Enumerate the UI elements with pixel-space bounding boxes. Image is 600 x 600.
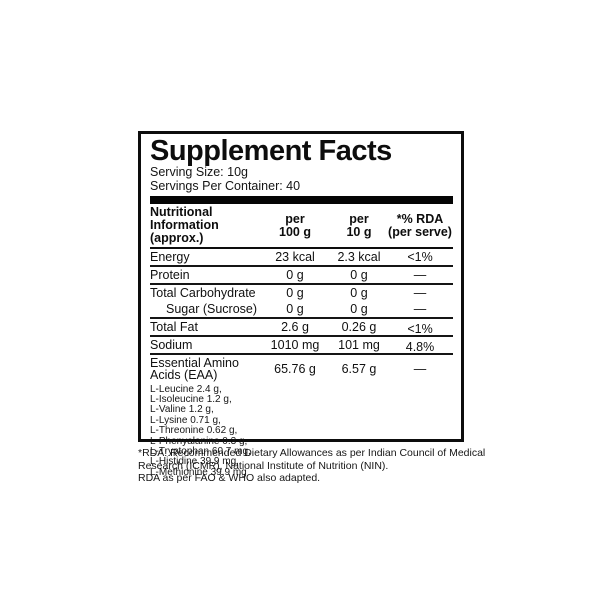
nutrient-name: Protein: [150, 267, 190, 282]
value-per-10g: 0 g: [350, 285, 368, 300]
amino-line: L-Phenyalanine 0.3 g,: [150, 435, 248, 447]
table-row-protein: Protein 0 g 0 g —: [150, 267, 453, 285]
nutrient-name: Sugar (Sucrose): [166, 301, 258, 316]
table-header-row: Nutritional Information (approx.) per 10…: [150, 204, 453, 249]
serving-size-text: Serving Size: 10g: [150, 165, 248, 179]
nutrient-name: Total Fat: [150, 319, 198, 334]
panel-title: Supplement Facts: [150, 135, 392, 167]
amino-line: L-Threonine 0.62 g,: [150, 425, 238, 437]
footnote-line-rda: *RDA: Recommended Dietary Allowances as …: [138, 447, 486, 472]
value-per-10g: 2.3 kcal: [337, 249, 381, 264]
divider-bar: [150, 196, 453, 204]
nutrient-name: Sodium: [150, 337, 193, 352]
value-per-10g: 101 mg: [338, 337, 380, 352]
value-rda: <1%: [407, 249, 433, 264]
value-per-10g: 6.57 g: [341, 361, 377, 376]
value-rda: —: [413, 267, 427, 282]
nutrient-name: Energy: [150, 249, 190, 264]
footnote-line-fao-who: RDA as per FAO & WHO also adapted.: [138, 472, 321, 485]
value-per-100g: 0 g: [286, 267, 304, 282]
header-rda: *% RDA (per serve): [388, 211, 452, 239]
header-per-10g: per 10 g: [346, 211, 372, 239]
value-per-10g: 0 g: [350, 267, 368, 282]
amino-line: L-Leucine 2.4 g,: [150, 383, 222, 395]
header-per-100g: per 100 g: [279, 211, 311, 239]
value-per-100g: 0 g: [286, 301, 304, 316]
servings-per-container-text: Servings Per Container: 40: [150, 178, 301, 193]
value-per-100g: 65.76 g: [274, 361, 316, 376]
value-rda: 4.8%: [405, 339, 435, 354]
value-rda: —: [413, 285, 427, 300]
value-per-100g: 0 g: [286, 285, 304, 300]
value-rda: <1%: [407, 321, 433, 336]
table-row-sodium: Sodium 1010 mg 101 mg 4.8%: [150, 337, 453, 355]
amino-line: L-Histidine 39.9 mg,: [150, 456, 239, 468]
value-rda: —: [413, 361, 427, 376]
value-per-100g: 1010 mg: [270, 337, 320, 352]
nutrient-name: Essential Amino Acids (EAA): [150, 355, 239, 382]
table-row-energy: Energy 23 kcal 2.3 kcal <1%: [150, 249, 453, 267]
amino-line: L-Lysine 0.71 g,: [150, 414, 221, 426]
amino-line: L-Methionine 39.9 mg: [150, 466, 247, 478]
supplement-facts-panel: Supplement Facts Serving Size: 10g Servi…: [138, 131, 464, 478]
value-per-100g: 23 kcal: [275, 249, 315, 264]
table-row-eaa: Essential Amino Acids (EAA) 65.76 g 6.57…: [150, 355, 453, 384]
table-row-total-fat: Total Fat 2.6 g 0.26 g <1%: [150, 319, 453, 337]
amino-acid-breakdown: L-Leucine 2.4 g, L-Isoleucine 1.2 g, L-V…: [150, 383, 453, 479]
table-row-total-carbohydrate: Total Carbohydrate 0 g 0 g —: [150, 285, 453, 301]
rda-footnote: *RDA: Recommended Dietary Allowances as …: [138, 447, 488, 485]
amino-line: L-Valine 1.2 g,: [150, 404, 214, 416]
value-per-10g: 0.26 g: [341, 319, 377, 334]
header-nutritional-info: Nutritional Information (approx.): [150, 205, 219, 245]
value-per-10g: 0 g: [350, 301, 368, 316]
table-row-sugar: Sugar (Sucrose) 0 g 0 g —: [150, 301, 453, 319]
amino-line: L-Isoleucine 1.2 g,: [150, 393, 232, 405]
amino-line: L-Tryptophan 60.7 mg,: [150, 445, 251, 457]
value-rda: —: [413, 301, 427, 316]
nutrient-name: Total Carbohydrate: [150, 285, 256, 300]
value-per-100g: 2.6 g: [281, 319, 309, 334]
